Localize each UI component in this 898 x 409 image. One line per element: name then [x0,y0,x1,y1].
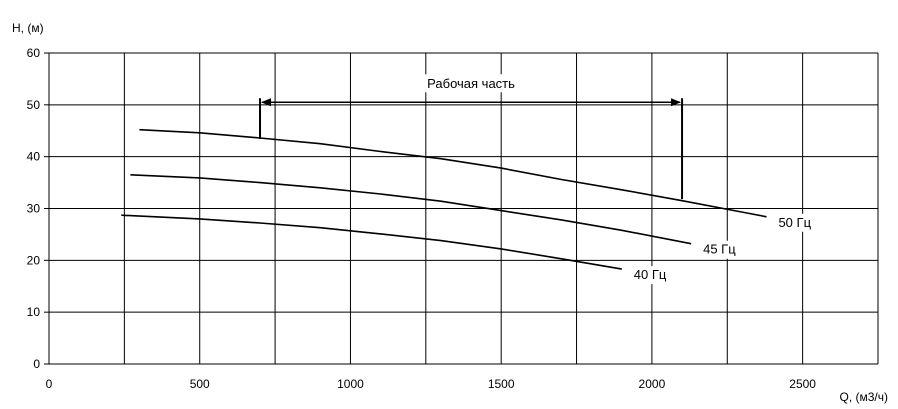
series-label: 45 Гц [703,242,736,257]
y-tick-label: 10 [27,305,41,319]
x-tick-label: 2000 [639,377,666,391]
y-tick-label: 40 [27,150,41,164]
y-tick-label: 0 [33,357,40,371]
axes: 0 10 20 30 40 50 60 0 500 1000 1500 2000 2500 [27,46,879,391]
x-tick-label: 0 [46,377,53,391]
y-axis-label: H, (м) [12,21,44,35]
x-tick-label: 1500 [488,377,515,391]
series-lines: 50 Гц 45 Гц 40 Гц [121,128,821,285]
range-label-bg [417,74,526,93]
range-label: Рабочая часть [427,76,515,91]
y-tick-label: 60 [27,46,41,60]
working-range-annotation: Рабочая часть [259,74,684,200]
series-label: 50 Гц [778,215,811,230]
x-tick-label: 2500 [789,377,816,391]
series-label-bg [774,213,821,232]
series-line [139,128,767,218]
series-label-bg [699,240,746,259]
y-tick-label: 20 [27,253,41,267]
series-line [130,174,692,245]
grid [49,52,879,364]
x-tick-label: 500 [190,377,210,391]
x-tick-label: 1000 [337,377,364,391]
y-tick-label: 30 [27,202,41,216]
series-label-bg [629,266,676,285]
series-label: 40 Гц [634,267,667,282]
x-axis-label: Q, (м3/ч) [839,390,888,404]
series-line [121,214,622,270]
y-tick-label: 50 [27,98,41,112]
